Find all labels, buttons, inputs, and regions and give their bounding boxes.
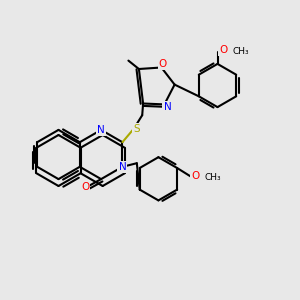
- Text: O: O: [81, 182, 89, 192]
- Text: N: N: [118, 162, 126, 172]
- Text: N: N: [97, 125, 105, 135]
- Text: O: O: [219, 45, 228, 56]
- Text: O: O: [159, 58, 167, 69]
- Text: O: O: [191, 171, 200, 182]
- Text: CH₃: CH₃: [204, 172, 220, 182]
- Text: CH₃: CH₃: [232, 46, 249, 56]
- Text: S: S: [133, 124, 140, 134]
- Text: N: N: [164, 102, 171, 112]
